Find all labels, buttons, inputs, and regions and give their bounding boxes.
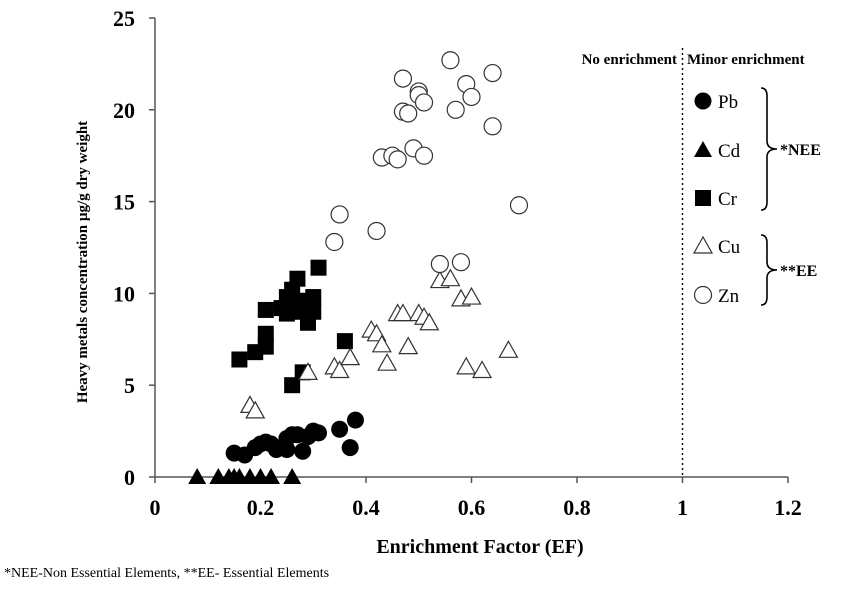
legend-marker-cr	[695, 190, 711, 206]
legend-label-cd: Cd	[718, 141, 741, 162]
zn-point-6	[393, 69, 413, 88]
y-tick-label-2: 10	[113, 281, 135, 306]
zn-point-15	[441, 51, 460, 70]
data-marks	[188, 51, 529, 484]
series-cu	[239, 268, 519, 419]
cu-point-4	[329, 360, 350, 379]
x-axis-title: Enrichment Factor (EF)	[376, 536, 583, 558]
legend-marker-cd	[694, 141, 712, 157]
legend-label-cu: Cu	[718, 237, 741, 258]
cr-point-4	[257, 301, 274, 318]
cr-point-19	[336, 333, 353, 350]
zn-point-22	[509, 196, 529, 215]
x-tick-label-3: 0.6	[458, 495, 486, 520]
footnote: *NEE-Non Essential Elements, **EE- Essen…	[4, 566, 330, 581]
axes: 0 0.2 0.4 0.6 0.8 1 1.2 0 5 10 15 20 25	[113, 6, 802, 520]
cr-point-3	[257, 325, 274, 342]
zn-point-20	[483, 63, 502, 83]
cr-point-10	[284, 377, 301, 394]
cu-point-5	[340, 347, 361, 366]
cd-point-7	[262, 468, 281, 484]
cu-point-1	[245, 400, 266, 419]
cu-point-19	[456, 356, 477, 375]
region-label-no-enrichment: No enrichment	[582, 52, 677, 68]
region-label-minor-enrichment: Minor enrichment	[687, 52, 805, 68]
zn-point-21	[483, 117, 502, 136]
pb-point-17	[346, 411, 364, 429]
legend-label-zn: Zn	[718, 286, 740, 307]
cd-point-8	[283, 468, 302, 484]
scatter-chart: 0 0.2 0.4 0.6 0.8 1 1.2 0 5 10 15 20 25 Pb Cd Cr Cu Zn *N…	[75, 6, 821, 558]
x-tick-label-5: 1	[677, 495, 688, 520]
legend-brace-nee	[760, 87, 778, 211]
cu-point-15	[419, 312, 440, 331]
pb-point-16	[341, 439, 359, 457]
pb-point-15	[331, 420, 349, 438]
zn-point-12	[414, 93, 434, 112]
y-tick-label-4: 20	[113, 98, 135, 123]
x-tick-label-1: 0.2	[247, 495, 275, 520]
y-tick-label-0: 0	[124, 465, 135, 490]
y-tick-label-3: 15	[113, 190, 135, 215]
legend-marker-cu	[692, 235, 714, 254]
cd-point-0	[188, 468, 207, 484]
legend: Pb Cd Cr Cu Zn *NEE **EE	[692, 87, 821, 307]
legend-marker-zn	[693, 285, 713, 305]
zn-point-19	[462, 87, 481, 107]
pb-point-8	[278, 440, 296, 458]
legend-marker-pb	[694, 92, 712, 110]
series-zn	[325, 51, 529, 274]
zn-point-14	[430, 254, 449, 274]
zn-point-2	[367, 221, 386, 241]
x-tick-label-0: 0	[150, 495, 161, 520]
cr-point-2	[257, 338, 274, 355]
cu-point-21	[472, 360, 493, 379]
series-pb	[225, 411, 364, 464]
legend-label-pb: Pb	[718, 92, 738, 113]
y-tick-label-5: 25	[113, 6, 135, 31]
x-tick-label-2: 0.4	[352, 495, 380, 520]
legend-group-nee: *NEE	[780, 142, 821, 159]
y-axis-title: Heavy metals concentration µg/g dry weig…	[75, 121, 91, 403]
cu-point-8	[371, 334, 392, 353]
zn-point-13	[414, 146, 434, 165]
cu-point-20	[461, 286, 482, 305]
zn-point-17	[451, 253, 471, 272]
x-tick-label-4: 0.8	[563, 495, 591, 520]
pb-point-11	[294, 442, 312, 460]
zn-point-8	[399, 104, 418, 123]
legend-label-cr: Cr	[718, 189, 738, 210]
legend-group-ee: **EE	[780, 263, 817, 280]
cr-point-16	[305, 289, 322, 306]
cu-point-17	[440, 268, 461, 287]
cu-point-12	[398, 336, 419, 355]
cr-point-11	[289, 270, 306, 287]
x-tick-label-6: 1.2	[774, 495, 802, 520]
cu-point-22	[498, 340, 519, 358]
zn-point-5	[388, 150, 407, 169]
cu-point-11	[392, 303, 413, 322]
cr-point-17	[305, 303, 322, 320]
pb-point-14	[310, 424, 328, 442]
zn-point-0	[325, 232, 344, 252]
cr-point-0	[231, 351, 248, 368]
cr-point-18	[310, 259, 327, 276]
cu-point-9	[377, 352, 398, 371]
zn-point-16	[446, 100, 465, 119]
series-cr	[231, 259, 353, 394]
y-tick-label-1: 5	[124, 373, 135, 398]
zn-point-1	[330, 205, 349, 224]
series-cd	[188, 468, 302, 484]
cu-point-2	[297, 362, 319, 380]
legend-brace-ee	[760, 234, 778, 306]
